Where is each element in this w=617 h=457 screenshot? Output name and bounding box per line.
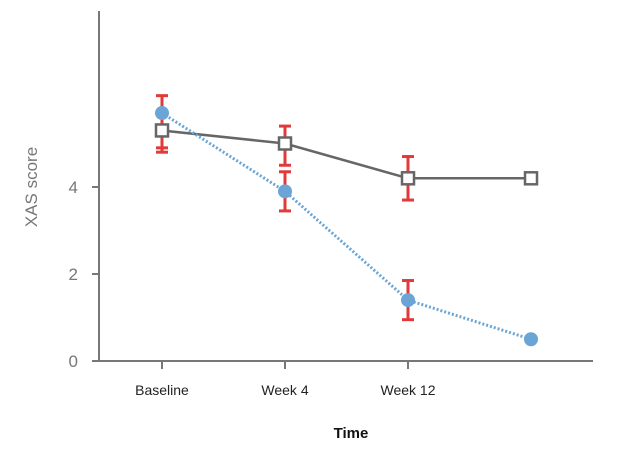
- series-1-point-0: [155, 106, 169, 121]
- x-tick-label-1: Week 4: [261, 382, 308, 398]
- y-tick-label-2: 4: [69, 178, 78, 197]
- y-axis-label: XAS score: [22, 147, 41, 227]
- series-1-point-2: [401, 293, 415, 308]
- series-layer: [154, 94, 539, 347]
- series-1-point-1: [278, 184, 292, 199]
- y-tick-label-0: 0: [69, 352, 78, 371]
- series-1-errorbar-0: [156, 94, 168, 150]
- series-0-point-0: [154, 123, 170, 138]
- x-tick-label-0: Baseline: [135, 382, 189, 398]
- x-axis-label: Time: [334, 425, 369, 442]
- series-1-line: [161, 111, 532, 341]
- series-0-point-2: [400, 171, 416, 186]
- series-1-point-3: [524, 332, 538, 347]
- series-0-point-3: [523, 171, 539, 186]
- y-ticks: 0 2 4: [69, 178, 99, 371]
- series-0-point-1: [277, 136, 293, 151]
- x-ticks: Baseline Week 4 Week 12: [135, 361, 436, 398]
- series-0-line: [161, 129, 531, 180]
- y-tick-label-1: 2: [69, 265, 78, 284]
- x-tick-label-2: Week 12: [381, 382, 436, 398]
